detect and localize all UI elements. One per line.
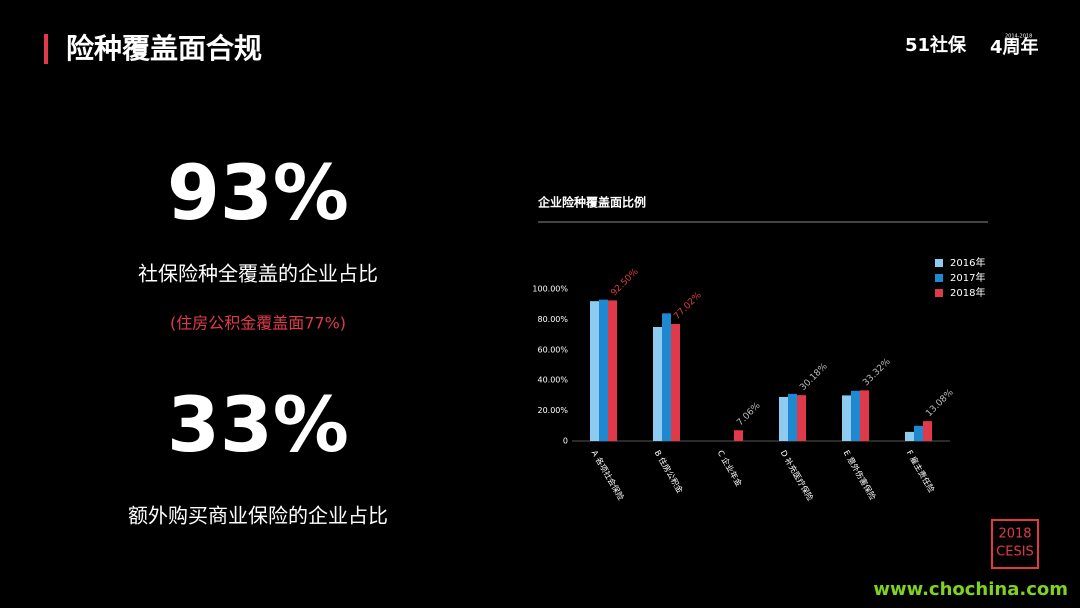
badge-frame <box>991 519 1039 569</box>
y-tick-label: 0 <box>563 437 568 446</box>
x-tick-label: C 企业年金 <box>716 448 745 488</box>
bar <box>671 323 680 441</box>
stat-label: 额外购买商业保险的企业占比 <box>128 504 388 528</box>
value-label: 7.06% <box>735 401 763 429</box>
badge: 2018 <box>998 527 1031 542</box>
bar <box>923 421 932 441</box>
bar <box>662 313 671 441</box>
legend-label: 2018年 <box>950 286 985 299</box>
badge: CESIS <box>996 545 1034 560</box>
y-tick-label: 40.00% <box>537 376 568 385</box>
x-tick-label: D 补充医疗保险 <box>779 448 816 502</box>
y-tick-label: 20.00% <box>537 406 568 415</box>
legend-swatch <box>935 274 943 282</box>
x-tick-label: F 雇主责任险 <box>905 448 937 494</box>
stat-note: (住房公积金覆盖面77%) <box>170 314 346 333</box>
legend-swatch <box>935 289 943 297</box>
title-accent <box>44 34 48 64</box>
legend-swatch <box>935 259 943 267</box>
bar <box>842 395 851 441</box>
bar <box>734 430 743 441</box>
stat-value: 93% <box>167 148 349 237</box>
years: 2014-2018 <box>1005 34 1032 40</box>
bar <box>860 390 869 441</box>
bar <box>797 395 806 441</box>
chart-title: 企业险种覆盖面比例 <box>537 195 646 210</box>
legend-label: 2016年 <box>950 256 985 269</box>
value-label: 30.18% <box>798 361 830 393</box>
bar <box>653 327 662 441</box>
bar <box>599 299 608 441</box>
logo: 51社保 <box>905 34 967 56</box>
watermark: www.chochina.com <box>873 579 1068 600</box>
y-tick-label: 80.00% <box>537 315 568 324</box>
stat-value: 33% <box>167 380 349 469</box>
value-label: 13.08% <box>924 387 956 419</box>
slide-title: 险种覆盖面合规 <box>66 32 262 65</box>
stat-label: 社保险种全覆盖的企业占比 <box>138 262 378 286</box>
bar <box>779 396 788 441</box>
bar <box>914 425 923 441</box>
bar <box>788 393 797 441</box>
y-tick-label: 60.00% <box>537 345 568 354</box>
bar <box>905 431 914 441</box>
value-label: 92.50% <box>609 267 641 299</box>
x-tick-label: E 意外伤害保险 <box>842 448 878 501</box>
value-label: 33.32% <box>861 357 893 389</box>
bar <box>590 301 599 441</box>
x-tick-label: A 各项社会保险 <box>590 448 627 502</box>
bar <box>608 300 617 441</box>
y-tick-label: 100.00% <box>532 285 568 294</box>
x-tick-label: B 住房公积金 <box>653 448 686 495</box>
legend-label: 2017年 <box>950 271 985 284</box>
anniversary: 4周年 <box>990 36 1039 58</box>
bar <box>851 390 860 441</box>
value-label: 77.02% <box>672 290 704 322</box>
